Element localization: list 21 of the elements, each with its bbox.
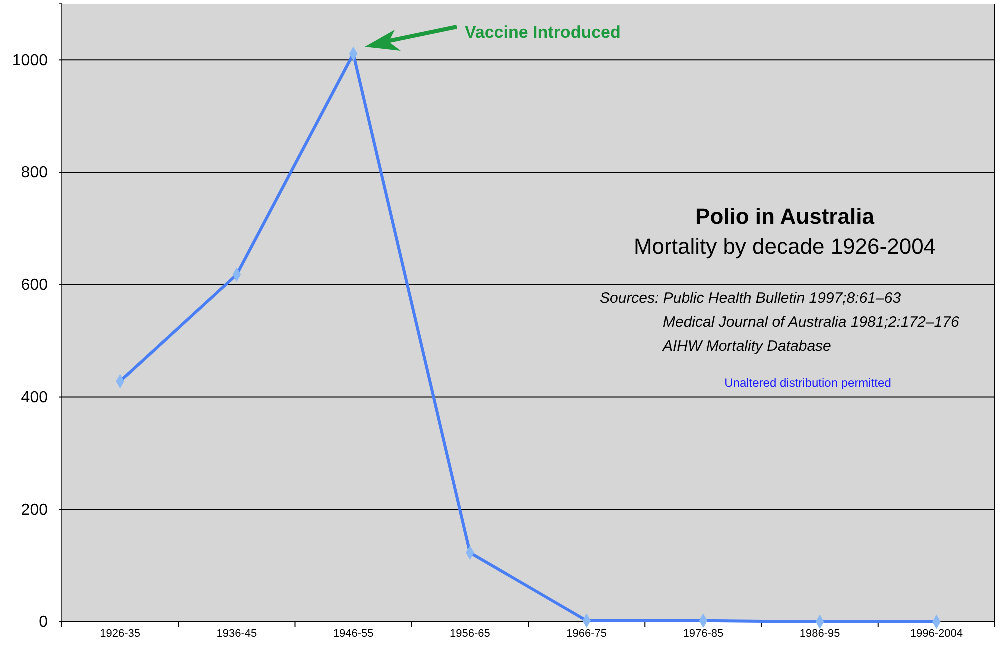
annotation: AIHW Mortality Database bbox=[662, 338, 832, 355]
x-tick-label: 1996-2004 bbox=[910, 628, 963, 640]
x-tick-label: 1956-65 bbox=[450, 628, 490, 640]
x-tick-label: 1976-85 bbox=[683, 628, 724, 640]
annotation: Unaltered distribution permitted bbox=[724, 376, 892, 390]
x-tick-label: 1926-35 bbox=[100, 628, 140, 640]
x-tick-label: 1946-55 bbox=[333, 628, 374, 640]
y-tick-label: 1000 bbox=[12, 52, 48, 70]
annotation: Sources: Public Health Bulletin 1997;8:61–63 bbox=[600, 290, 902, 307]
x-tick-label: 1966-75 bbox=[566, 628, 607, 640]
y-tick-label: 200 bbox=[21, 502, 48, 519]
y-tick-label: 0 bbox=[39, 614, 48, 632]
y-tick-label: 600 bbox=[21, 277, 48, 294]
text: Polio in Australia bbox=[696, 204, 876, 229]
text: Mortality by decade 1926-2004 bbox=[634, 234, 936, 259]
annotation: Medical Journal of Australia 1981;2:172–176 bbox=[663, 314, 960, 331]
x-tick-label: 1986-95 bbox=[800, 628, 840, 640]
y-tick-label: 400 bbox=[21, 389, 48, 406]
x-tick-label: 1936-45 bbox=[216, 628, 258, 640]
annotation: Vaccine Introduced bbox=[465, 23, 621, 42]
y-tick-label: 800 bbox=[21, 164, 48, 182]
